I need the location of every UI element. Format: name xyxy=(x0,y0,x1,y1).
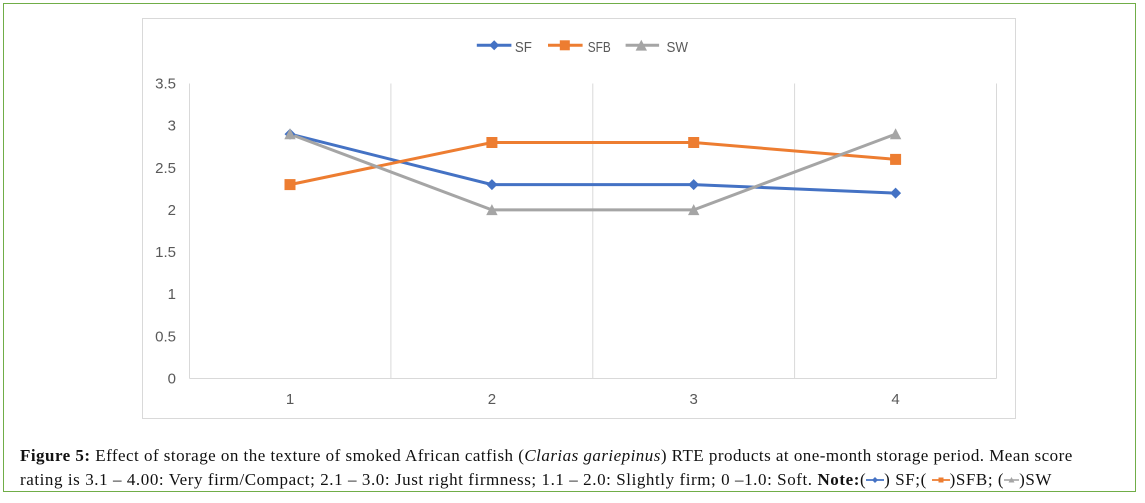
svg-text:SW: SW xyxy=(667,39,689,56)
svg-text:3: 3 xyxy=(168,118,176,135)
svg-text:0: 0 xyxy=(168,371,176,388)
svg-text:3: 3 xyxy=(690,391,698,408)
svg-text:2: 2 xyxy=(488,391,496,408)
svg-text:4: 4 xyxy=(891,391,899,408)
svg-text:2: 2 xyxy=(168,202,176,219)
svg-text:1: 1 xyxy=(286,391,294,408)
svg-text:1.5: 1.5 xyxy=(155,244,176,261)
svg-text:0.5: 0.5 xyxy=(155,328,176,345)
svg-text:3.5: 3.5 xyxy=(155,76,176,93)
svg-text:1: 1 xyxy=(168,286,176,303)
svg-text:SFB: SFB xyxy=(588,39,611,56)
svg-text:2.5: 2.5 xyxy=(155,160,176,177)
svg-text:SF: SF xyxy=(515,39,532,56)
